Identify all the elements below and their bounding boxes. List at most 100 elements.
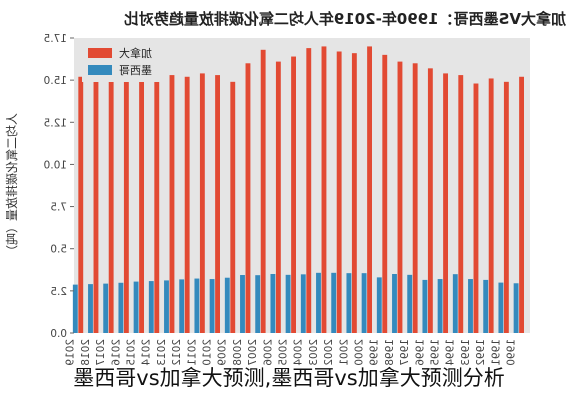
bar-canada-2007 [260,49,266,334]
bar-canada-2011 [199,73,205,334]
bar-canada-2018 [93,78,99,334]
x-tick-label: 2005 [278,339,290,366]
bar-mexico-2002 [331,272,337,333]
bar-canada-2003 [321,46,327,334]
x-tick-label: 2018 [80,339,92,366]
bar-canada-2014 [154,75,160,333]
x-tick-label: 2006 [262,339,274,366]
bar-canada-2013 [169,75,175,333]
bar-mexico-2013 [164,280,169,333]
legend-label-mexico: 墨西哥 [119,64,152,77]
bar-mexico-1996 [422,279,428,333]
bar-mexico-1997 [407,274,413,333]
x-tick-label: 1998 [384,339,396,366]
x-tick-label: 2009 [217,339,229,366]
bar-canada-1994 [458,75,464,333]
x-tick-label: 1999 [369,339,381,366]
bar-canada-1993 [473,83,479,333]
bar-mexico-2014 [148,281,154,333]
x-tick-label: 2012 [171,339,183,366]
bar-mexico-1999 [376,277,382,333]
bar-mexico-2010 [209,279,215,333]
bar-canada-2001 [351,53,357,334]
x-tick-label: 2019 [65,339,77,366]
y-axis-label: 人均二氧化碳排放量（吨） [4,113,19,257]
x-tick-label: 2016 [110,339,122,366]
bar-mexico-1990 [513,283,519,333]
bar-mexico-2019 [72,284,78,333]
x-tick-label: 2007 [247,339,259,366]
bar-canada-1996 [427,68,433,333]
legend-swatch-canada [88,48,112,58]
bar-canada-2012 [184,76,190,334]
x-tick-label: 1991 [490,339,502,366]
x-tick-label: 2015 [126,339,138,366]
bar-mexico-1994 [452,274,458,333]
y-tick-label: 17.5 [44,33,67,45]
bar-mexico-2017 [103,283,109,333]
bar-canada-2004 [306,48,312,334]
caption: 墨西哥vs加拿大预测,墨西哥vs加拿大预测分析 [73,366,505,390]
bar-canada-1990 [519,76,524,334]
bar-canada-2005 [291,56,296,333]
legend-label-canada: 加拿大 [119,46,152,60]
bar-canada-2019 [78,76,84,334]
x-tick-label: 1997 [399,339,411,366]
bar-mexico-2009 [224,277,230,333]
x-tick-label: 1990 [506,339,518,366]
x-tick-label: 2011 [186,339,198,366]
bars-layer [72,46,524,334]
x-tick-label: 2017 [95,339,107,366]
x-tick-label: 2013 [156,339,168,366]
x-tick-label: 2014 [141,339,153,366]
bar-mexico-2005 [285,274,291,333]
bar-mexico-2004 [300,274,306,333]
x-tick-label: 2010 [202,339,214,366]
bar-canada-1991 [503,81,509,333]
x-tick-label: 2003 [308,339,320,366]
y-tick-label: 15.0 [44,75,67,87]
bar-canada-2002 [336,51,342,334]
bar-mexico-2003 [316,272,321,333]
bar-canada-1999 [382,54,388,334]
y-tick-label: 10.0 [44,159,67,171]
x-tick-label: 2000 [354,339,366,366]
x-tick-label: 2004 [293,339,305,366]
bar-canada-2008 [245,63,251,333]
chart-title: 加拿大VS墨西哥：1990年-2019年人均二氧化碳排放量趋势对比 [124,10,567,28]
y-tick-label: 0.0 [50,328,67,340]
bar-mexico-2018 [88,284,93,333]
bar-canada-1992 [488,78,494,334]
bar-mexico-2001 [346,273,352,333]
legend-swatch-mexico [88,65,112,75]
x-tick-label: 1993 [460,339,472,366]
bar-mexico-2007 [255,275,261,333]
x-tick-label: 2002 [323,339,335,366]
x-tick-label: 1994 [445,339,457,366]
bar-canada-2009 [230,81,236,333]
bar-mexico-2015 [133,281,139,333]
bar-mexico-1992 [483,279,489,333]
bar-mexico-2011 [194,278,200,333]
y-tick-label: 7.5 [50,202,67,214]
y-tick-labels: 0.0 2.5 5.0 7.5 10.0 12.5 15.0 17.5 [44,33,74,340]
bar-canada-2016 [123,81,129,333]
bar-mexico-2008 [240,275,245,333]
bar-canada-2010 [215,75,220,333]
bar-mexico-1995 [437,279,443,333]
y-tick-label: 5.0 [50,244,67,256]
x-tick-label: 1995 [430,339,442,366]
y-tick-label: 12.5 [44,117,67,129]
bar-mexico-2016 [118,282,124,333]
bar-canada-1998 [397,61,403,333]
bar-canada-2017 [108,80,114,333]
bar-mexico-1993 [468,279,473,333]
bar-mexico-1998 [392,274,397,333]
bar-canada-2006 [275,61,281,333]
x-tick-label: 1992 [475,339,487,366]
bar-mexico-2006 [270,274,276,333]
bar-canada-2000 [367,46,372,334]
x-tick-label: 2008 [232,339,244,366]
